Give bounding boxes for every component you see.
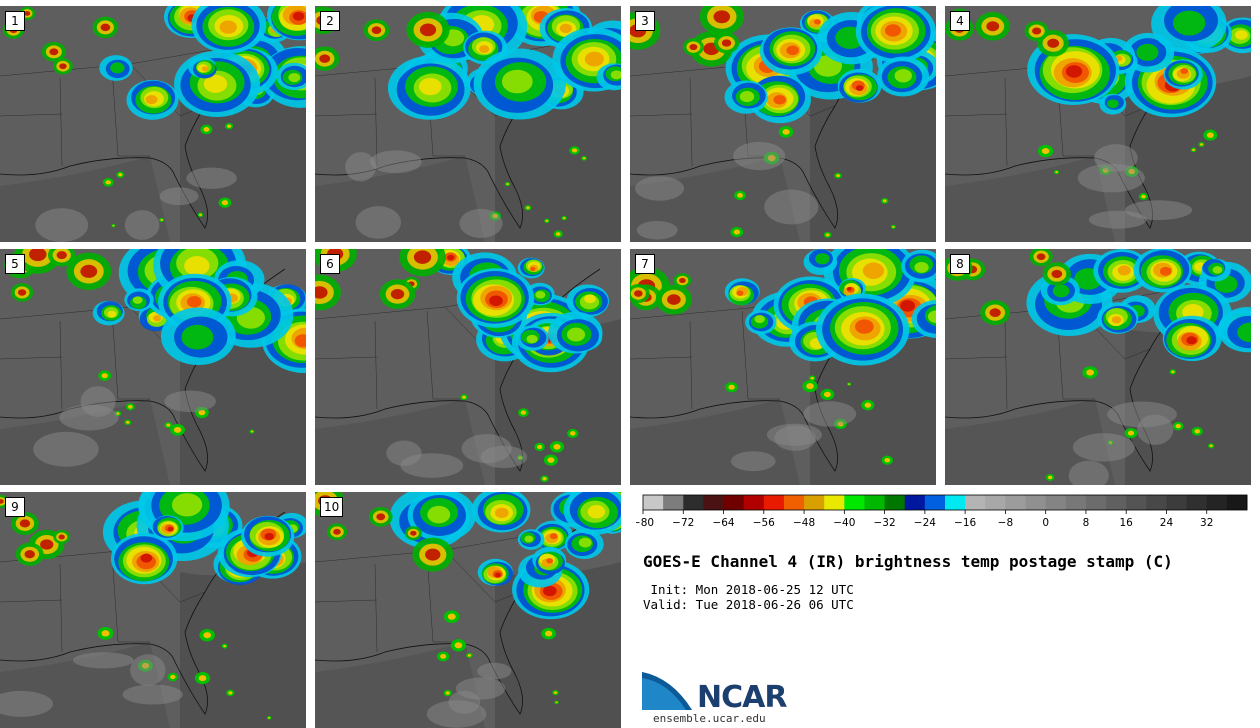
colorbar-segment bbox=[985, 495, 1006, 510]
ensemble-member-panel: 4 bbox=[945, 6, 1251, 242]
colorbar-segment bbox=[1126, 495, 1147, 510]
colorbar-segment bbox=[1146, 495, 1167, 510]
colorbar-segment bbox=[1045, 495, 1067, 510]
colorbar-tick-label: 0 bbox=[1042, 517, 1049, 529]
colorbar-tick-label: 24 bbox=[1160, 517, 1174, 529]
colorbar-segment bbox=[1226, 495, 1248, 510]
ensemble-member-panel: 6 bbox=[315, 249, 621, 485]
colorbar-tick-label: −72 bbox=[672, 517, 694, 529]
colorbar-segment bbox=[1206, 495, 1228, 510]
member-number-label: 8 bbox=[950, 254, 970, 274]
colorbar-segment bbox=[1005, 495, 1026, 510]
colorbar-segment bbox=[804, 495, 825, 510]
ensemble-member-panel: 3 bbox=[630, 6, 936, 242]
ensemble-member-panel: 7 bbox=[630, 249, 936, 485]
member-number-label: 9 bbox=[5, 497, 25, 517]
colorbar-segment bbox=[703, 495, 724, 510]
member-number-label: 10 bbox=[320, 497, 344, 517]
member-number-label: 1 bbox=[5, 11, 25, 31]
colorbar-tick-label: 8 bbox=[1083, 517, 1090, 529]
colorbar-segment bbox=[1166, 495, 1187, 510]
colorbar-segment bbox=[1065, 495, 1087, 510]
ensemble-member-panel: 1 bbox=[0, 6, 306, 242]
colorbar-tick-label: −24 bbox=[914, 517, 936, 529]
colorbar-tick-label: 32 bbox=[1200, 517, 1213, 529]
colorbar-segment bbox=[643, 495, 664, 510]
colorbar-tick-label: −64 bbox=[712, 517, 734, 529]
colorbar-tick-label: −8 bbox=[998, 517, 1013, 529]
colorbar-segment bbox=[763, 495, 785, 510]
colorbar-segment bbox=[884, 495, 906, 510]
colorbar-segment bbox=[1025, 495, 1047, 510]
colorbar-segment bbox=[924, 495, 946, 510]
ensemble-member-panel: 9 bbox=[0, 492, 306, 728]
colorbar-segment bbox=[904, 495, 926, 510]
member-number-label: 2 bbox=[320, 11, 340, 31]
member-number-label: 4 bbox=[950, 11, 970, 31]
figure-title: GOES-E Channel 4 (IR) brightness temp po… bbox=[643, 552, 1173, 571]
colorbar-tick-label: −16 bbox=[954, 517, 976, 529]
member-number-label: 5 bbox=[5, 254, 25, 274]
colorbar-tick-label: −32 bbox=[874, 517, 896, 529]
ensemble-member-panel: 8 bbox=[945, 249, 1251, 485]
colorbar-segment bbox=[965, 495, 986, 510]
colorbar-segment bbox=[663, 495, 684, 510]
colorbar-segment bbox=[783, 495, 805, 510]
colorbar-segment bbox=[1186, 495, 1208, 510]
colorbar-tick-label: −40 bbox=[833, 517, 855, 529]
ensemble-url: ensemble.ucar.edu bbox=[653, 712, 766, 725]
ensemble-member-panel: 10 bbox=[315, 492, 621, 728]
ncar-logo-icon bbox=[642, 672, 692, 710]
colorbar-tick-label: 16 bbox=[1120, 517, 1134, 529]
colorbar-segment bbox=[824, 495, 845, 510]
colorbar-tick-label: −56 bbox=[753, 517, 775, 529]
ncar-logo-text: NCAR bbox=[697, 680, 787, 715]
colorbar-segment bbox=[844, 495, 865, 510]
valid-time: Valid: Tue 2018-06-26 06 UTC bbox=[643, 597, 854, 612]
temperature-colorbar: −80 −72 −64 −56 −48 −40 −32 −24 −16 −8 0 8 16 24 32 bbox=[636, 494, 1248, 529]
colorbar-segment bbox=[864, 495, 885, 510]
ensemble-member-panel: 2 bbox=[315, 6, 621, 242]
colorbar-segment bbox=[1106, 495, 1127, 510]
colorbar-tick-label: −80 bbox=[636, 517, 654, 529]
member-number-label: 6 bbox=[320, 254, 340, 274]
ensemble-member-panel: 5 bbox=[0, 249, 306, 485]
member-number-label: 3 bbox=[635, 11, 655, 31]
colorbar-tick-label: −48 bbox=[793, 517, 815, 529]
colorbar-segment bbox=[1085, 495, 1107, 510]
member-number-label: 7 bbox=[635, 254, 655, 274]
colorbar-segment bbox=[723, 495, 745, 510]
colorbar-segment bbox=[743, 495, 765, 510]
colorbar-segment bbox=[945, 495, 966, 510]
init-time: Init: Mon 2018-06-25 12 UTC bbox=[643, 582, 854, 597]
colorbar-segment bbox=[683, 495, 704, 510]
